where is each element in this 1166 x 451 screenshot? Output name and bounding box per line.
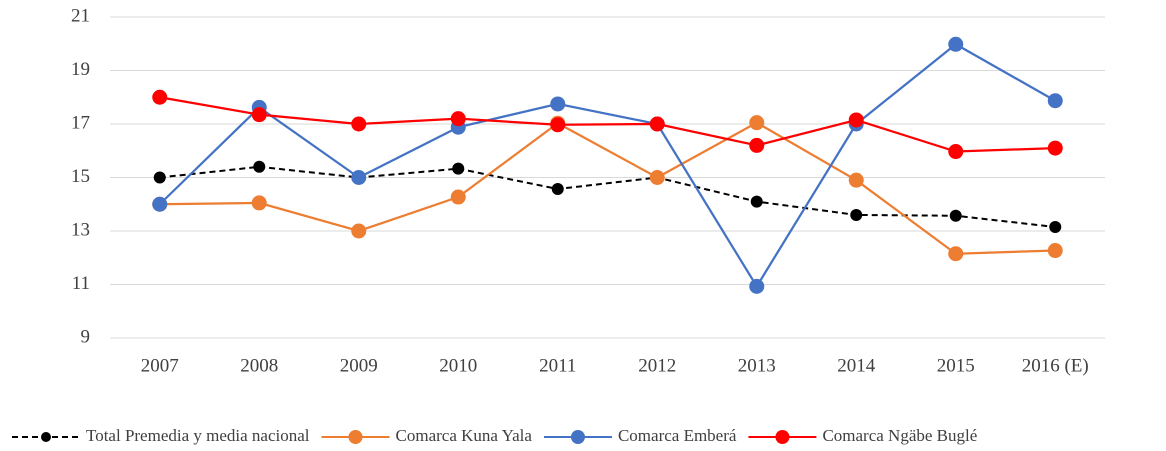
data-point bbox=[550, 96, 566, 112]
y-tick-label: 19 bbox=[71, 59, 90, 80]
legend: Total Premedia y media nacional Comarca K… bbox=[12, 426, 977, 445]
legend-label: Comarca Kuna Yala bbox=[396, 426, 533, 445]
data-point bbox=[749, 115, 765, 131]
y-tick-label: 13 bbox=[71, 219, 90, 240]
series-line bbox=[158, 42, 1056, 289]
y-tick-label: 15 bbox=[71, 166, 90, 187]
data-point bbox=[351, 116, 367, 132]
data-point bbox=[1049, 220, 1062, 233]
x-tick-label: 2013 bbox=[738, 355, 776, 376]
data-point bbox=[948, 36, 964, 52]
legend-swatch-marker bbox=[41, 432, 51, 442]
legend-swatch-marker bbox=[570, 430, 585, 444]
data-point bbox=[749, 137, 765, 153]
data-point bbox=[152, 196, 168, 212]
series-line bbox=[159, 165, 1056, 228]
legend-swatch-marker bbox=[348, 430, 363, 444]
x-tick-label: 2015 bbox=[937, 355, 975, 376]
legend-label: Comarca Emberá bbox=[618, 426, 737, 445]
x-tick-label: 2016 (E) bbox=[1022, 355, 1089, 376]
data-point bbox=[550, 117, 566, 133]
x-tick-label: 2014 bbox=[837, 355, 876, 376]
data-point bbox=[1047, 93, 1063, 109]
x-tick-label: 2008 bbox=[240, 355, 278, 376]
x-tick-label: 2009 bbox=[340, 355, 378, 376]
data-point bbox=[351, 223, 367, 239]
y-tick-label: 9 bbox=[81, 326, 91, 347]
data-point bbox=[948, 246, 964, 262]
data-point bbox=[452, 162, 465, 175]
data-point bbox=[153, 171, 166, 184]
y-tick-label: 17 bbox=[71, 112, 90, 133]
y-tick-label: 21 bbox=[71, 5, 90, 26]
x-tick-label: 2011 bbox=[539, 355, 576, 376]
data-point bbox=[948, 144, 964, 160]
data-point bbox=[351, 170, 367, 185]
data-point bbox=[749, 278, 765, 294]
data-point bbox=[450, 189, 466, 205]
x-tick-label: 2012 bbox=[638, 355, 676, 376]
data-point bbox=[1047, 243, 1063, 259]
legend-swatch-marker bbox=[775, 430, 790, 444]
data-point bbox=[1047, 140, 1063, 156]
data-point bbox=[253, 160, 266, 173]
series-line bbox=[159, 96, 1056, 153]
x-tick-label: 2007 bbox=[141, 355, 179, 376]
legend-label: Comarca Ngäbe Buglé bbox=[822, 426, 977, 445]
x-tick-label: 2010 bbox=[439, 355, 477, 376]
data-point bbox=[251, 107, 267, 123]
series-line bbox=[159, 121, 1056, 255]
data-point bbox=[848, 112, 864, 128]
y-tick-label: 11 bbox=[72, 273, 90, 294]
data-point bbox=[949, 209, 962, 222]
data-point bbox=[551, 183, 564, 196]
legend-label: Total Premedia y media nacional bbox=[86, 426, 310, 445]
data-point bbox=[649, 116, 665, 132]
data-point bbox=[850, 208, 863, 221]
data-point bbox=[450, 111, 466, 127]
data-point bbox=[848, 172, 864, 188]
data-point bbox=[251, 195, 267, 211]
data-point bbox=[750, 195, 763, 208]
data-point bbox=[649, 170, 665, 185]
data-point bbox=[152, 89, 168, 105]
plot-area: 9 11 13 15 17 19 21 2007 2008 2009 2010 2011 2012 201… bbox=[71, 5, 1105, 376]
